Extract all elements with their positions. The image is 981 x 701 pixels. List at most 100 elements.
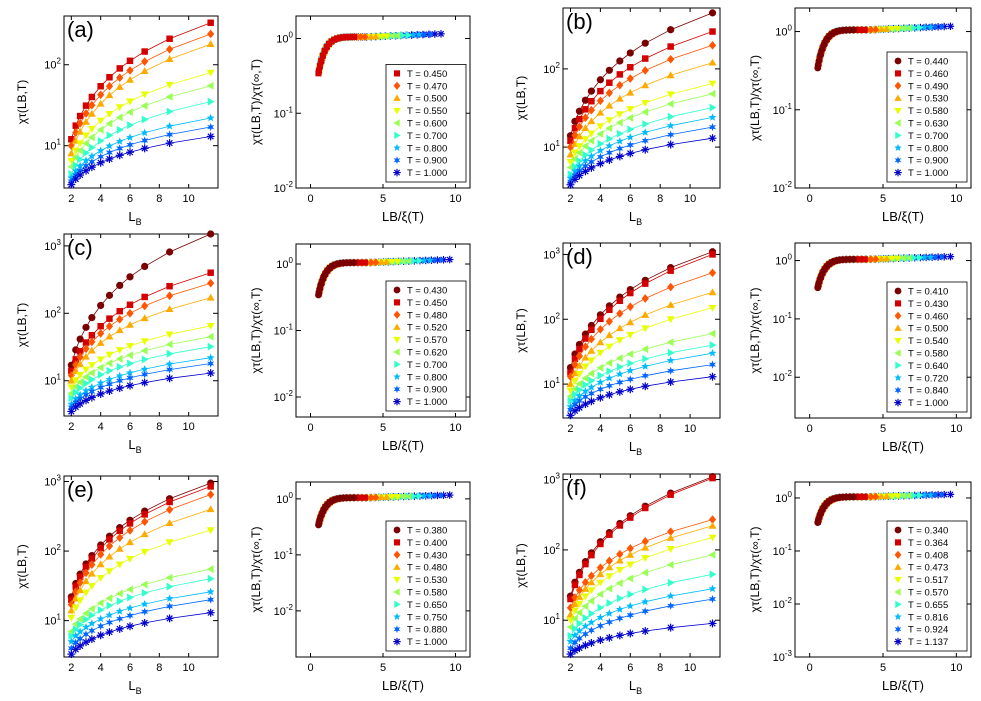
data-point <box>627 125 635 134</box>
data-point <box>206 69 215 77</box>
legend-marker <box>894 81 902 90</box>
data-point <box>616 522 624 529</box>
legend-label: T = 0.700 <box>407 360 447 371</box>
data-point <box>96 560 105 568</box>
data-point <box>581 363 590 371</box>
data-point <box>367 258 375 267</box>
data-point <box>641 371 649 380</box>
data-point <box>115 354 123 363</box>
data-point <box>588 551 595 559</box>
tick-label: 4 <box>597 423 603 435</box>
legend-entry: T = 0.440 <box>894 57 948 68</box>
data-point <box>667 267 674 274</box>
data-point <box>361 32 369 41</box>
data-point <box>708 123 717 132</box>
data-point <box>382 33 391 40</box>
data-point <box>207 278 215 288</box>
legend-entry: T = 0.900 <box>894 156 948 167</box>
data-point <box>667 491 674 498</box>
data-point <box>575 626 584 635</box>
data-point <box>867 255 875 264</box>
data-point <box>207 574 215 583</box>
data-point <box>97 322 104 330</box>
tick-label: 10-1 <box>773 311 793 326</box>
data-point <box>566 150 575 158</box>
legend-label: T = 0.400 <box>407 538 447 549</box>
data-point <box>76 352 84 362</box>
data-point <box>581 629 589 639</box>
data-point <box>97 550 105 559</box>
data-point <box>666 356 675 364</box>
data-point <box>97 544 104 552</box>
data-point <box>87 569 96 577</box>
legend-label: T = 0.540 <box>908 336 948 347</box>
tick-label: 8 <box>156 193 162 205</box>
data-point <box>82 373 89 381</box>
legend-entry: T = 1.000 <box>894 398 948 409</box>
data-point <box>165 519 174 526</box>
data-point <box>105 552 114 560</box>
data-point <box>596 378 605 386</box>
data-point <box>857 493 864 500</box>
data-point <box>882 254 891 262</box>
data-point <box>616 71 624 78</box>
data-point <box>575 403 584 412</box>
data-point <box>426 30 434 39</box>
legend-label: T = 0.600 <box>407 119 447 130</box>
data-point <box>71 377 80 385</box>
data-point <box>566 180 575 189</box>
data-point <box>377 33 386 41</box>
data-point <box>315 67 323 74</box>
data-point <box>206 527 215 535</box>
data-point <box>206 565 214 574</box>
legend-entry: T = 0.500 <box>393 94 447 105</box>
data-point <box>437 491 445 500</box>
data-point <box>576 571 583 579</box>
data-point <box>140 346 148 355</box>
right-subplot: 0 5 10 10-3 10-2 10-1 100 LB/ξ(T) χτ(LB,T)/χτ(∞,… <box>748 481 972 693</box>
data-point <box>857 256 864 263</box>
tick-label: 5 <box>880 662 886 674</box>
data-point <box>340 34 347 41</box>
data-point <box>116 614 124 623</box>
data-point <box>126 308 134 318</box>
data-point <box>140 530 149 538</box>
tick-label: 8 <box>657 193 663 205</box>
data-point <box>105 332 114 340</box>
data-point <box>626 49 634 57</box>
series-6 <box>567 570 717 640</box>
data-point <box>388 494 396 501</box>
data-point <box>165 359 174 368</box>
data-point <box>667 527 675 537</box>
legend-label: T = 0.880 <box>407 625 447 636</box>
data-point <box>82 109 90 118</box>
legend-entry: T = 0.700 <box>394 131 447 142</box>
tick-label: 5 <box>380 422 386 434</box>
tick-label: 0 <box>807 423 813 435</box>
data-point <box>615 324 624 332</box>
data-point <box>581 124 590 132</box>
data-point <box>207 19 214 27</box>
data-point <box>68 596 75 603</box>
legend-entry: T = 1.000 <box>393 637 447 648</box>
data-point <box>605 556 613 566</box>
series-9 <box>566 372 717 420</box>
legend-entry: T = 0.900 <box>393 156 447 167</box>
data-point <box>581 136 590 144</box>
data-point <box>641 504 649 512</box>
legend-marker <box>894 311 902 320</box>
data-point <box>82 577 90 585</box>
legend-entry: T = 0.800 <box>393 143 447 154</box>
x-axis-label: LB/ξ(T) <box>382 438 424 453</box>
tick-label: 101 <box>543 139 560 154</box>
data-point <box>708 113 717 121</box>
series-1 <box>567 28 716 145</box>
data-point <box>206 132 215 141</box>
legend-marker <box>393 372 401 380</box>
legend-label: T = 0.480 <box>407 563 447 574</box>
data-point <box>206 353 215 361</box>
series-2 <box>67 490 215 609</box>
tick-label: 102 <box>44 57 61 72</box>
data-point <box>920 491 929 499</box>
y-axis-label: χτ(LB,T)/χτ(∞,T) <box>748 288 762 374</box>
